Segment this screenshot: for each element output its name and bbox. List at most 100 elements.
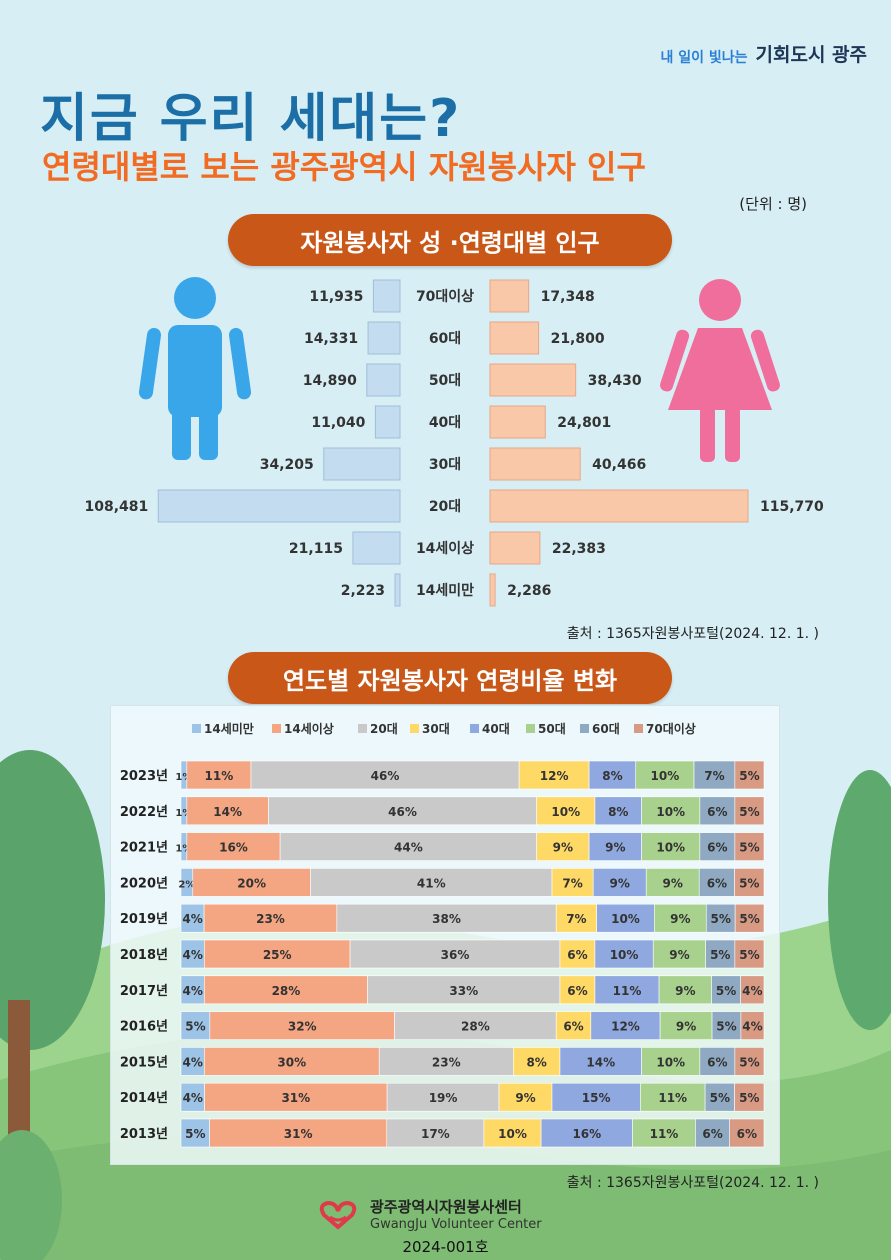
segment-label: 5% (739, 912, 759, 926)
legend-swatch (192, 724, 201, 733)
segment-bar (209, 1011, 395, 1040)
segment-bar (250, 760, 520, 790)
female-value-label: 17,348 (541, 289, 595, 305)
legend-swatch (634, 724, 643, 733)
segment-label: 5% (185, 1127, 205, 1141)
age-group-label: 14세이상 (416, 540, 474, 557)
segment-bar (555, 1011, 592, 1040)
age-group-label: 60대 (429, 331, 461, 347)
segment-label: 5% (739, 948, 759, 962)
segment-label: 32% (288, 1020, 317, 1034)
segment-bar (658, 975, 712, 1005)
segment-label: 17% (421, 1127, 450, 1141)
segment-bar (559, 975, 596, 1005)
legend-label: 30대 (422, 722, 450, 736)
footer-org-en: GwangJu Volunteer Center (370, 1217, 542, 1232)
footer-logo: 광주광역시자원봉사센터 GwangJu Volunteer Center (316, 1196, 542, 1232)
legend-swatch (580, 724, 589, 733)
segment-bar (186, 796, 269, 826)
segment-bar (186, 760, 252, 790)
age-group-label: 50대 (429, 373, 461, 389)
segment-bar (645, 868, 700, 897)
segment-label: 25% (263, 948, 292, 962)
segment-bar (734, 760, 765, 790)
segment-bar (641, 832, 701, 861)
segment-bar (536, 832, 590, 861)
male-value-label: 11,935 (309, 289, 363, 305)
page-title: 지금 우리 세대는? (40, 89, 462, 149)
segment-label: 33% (449, 984, 478, 998)
segment-label: 38% (432, 912, 461, 926)
segment-bar (588, 832, 642, 861)
segment-label: 41% (417, 876, 446, 890)
segment-bar (192, 868, 311, 897)
segment-label: 6% (707, 841, 727, 855)
segment-label: 1% (175, 772, 192, 783)
segment-label: 9% (515, 1091, 535, 1105)
segment-bar (704, 1082, 735, 1112)
segment-bar (640, 1082, 706, 1112)
age-group-label: 14세미만 (416, 583, 474, 599)
segment-label: 10% (656, 1055, 685, 1069)
segment-bar (734, 1082, 765, 1112)
segment-bar (734, 796, 765, 826)
segment-bar (349, 939, 561, 969)
male-value-label: 14,890 (303, 373, 357, 389)
segment-label: 5% (739, 1055, 759, 1069)
female-bar (489, 573, 496, 607)
year-label: 2022년 (120, 805, 168, 820)
right-tree-icon (828, 770, 891, 1030)
segment-bar (652, 939, 706, 969)
male-bar (366, 363, 401, 397)
year-label: 2015년 (120, 1055, 168, 1070)
male-value-label: 34,205 (260, 457, 314, 473)
segment-bar (590, 1011, 661, 1040)
segment-bar (695, 1118, 731, 1148)
female-bar (489, 321, 540, 355)
volunteer-center-logo-icon (319, 1200, 357, 1230)
segment-label: 31% (284, 1127, 313, 1141)
left-tree-icon (0, 750, 105, 1050)
year-label: 2013년 (120, 1127, 168, 1142)
year-label: 2014년 (120, 1091, 168, 1106)
segment-bar (711, 975, 741, 1005)
segment-label: 19% (429, 1091, 458, 1105)
segment-bar (699, 832, 736, 861)
segment-label: 7% (566, 912, 586, 926)
segment-label: 11% (613, 984, 642, 998)
male-value-label: 108,481 (84, 499, 148, 515)
male-bar (374, 405, 401, 439)
segment-label: 28% (461, 1020, 490, 1034)
segment-bar (594, 939, 654, 969)
segment-bar (186, 832, 281, 861)
segment-bar (483, 1118, 542, 1148)
segment-bar (635, 760, 695, 790)
segment-label: 36% (441, 948, 470, 962)
segment-bar (204, 939, 351, 969)
segment-label: 9% (610, 876, 630, 890)
legend-label: 14세미만 (204, 721, 254, 736)
segment-bar (204, 975, 368, 1005)
segment-label: 4% (742, 1020, 762, 1034)
segment-label: 30% (277, 1055, 306, 1069)
male-bar (157, 489, 401, 523)
female-value-label: 40,466 (592, 457, 646, 473)
segment-label: 28% (272, 984, 301, 998)
legend-label: 40대 (482, 722, 510, 736)
female-value-label: 38,430 (588, 373, 642, 389)
source-note-1: 출처 : 1365자원봉사포털(2024. 12. 1. ) (566, 626, 819, 642)
segment-bar (559, 939, 596, 969)
segment-label: 1% (175, 808, 192, 819)
segment-label: 10% (551, 805, 580, 819)
segment-label: 9% (605, 841, 625, 855)
segment-label: 9% (663, 876, 683, 890)
segment-label: 10% (656, 805, 685, 819)
segment-label: 12% (540, 769, 569, 783)
segment-label: 23% (432, 1055, 461, 1069)
segment-label: 5% (711, 912, 731, 926)
age-group-label: 40대 (429, 415, 461, 431)
segment-label: 16% (219, 841, 248, 855)
segment-label: 8% (608, 805, 628, 819)
segment-label: 8% (602, 769, 622, 783)
segment-label: 4% (742, 984, 762, 998)
